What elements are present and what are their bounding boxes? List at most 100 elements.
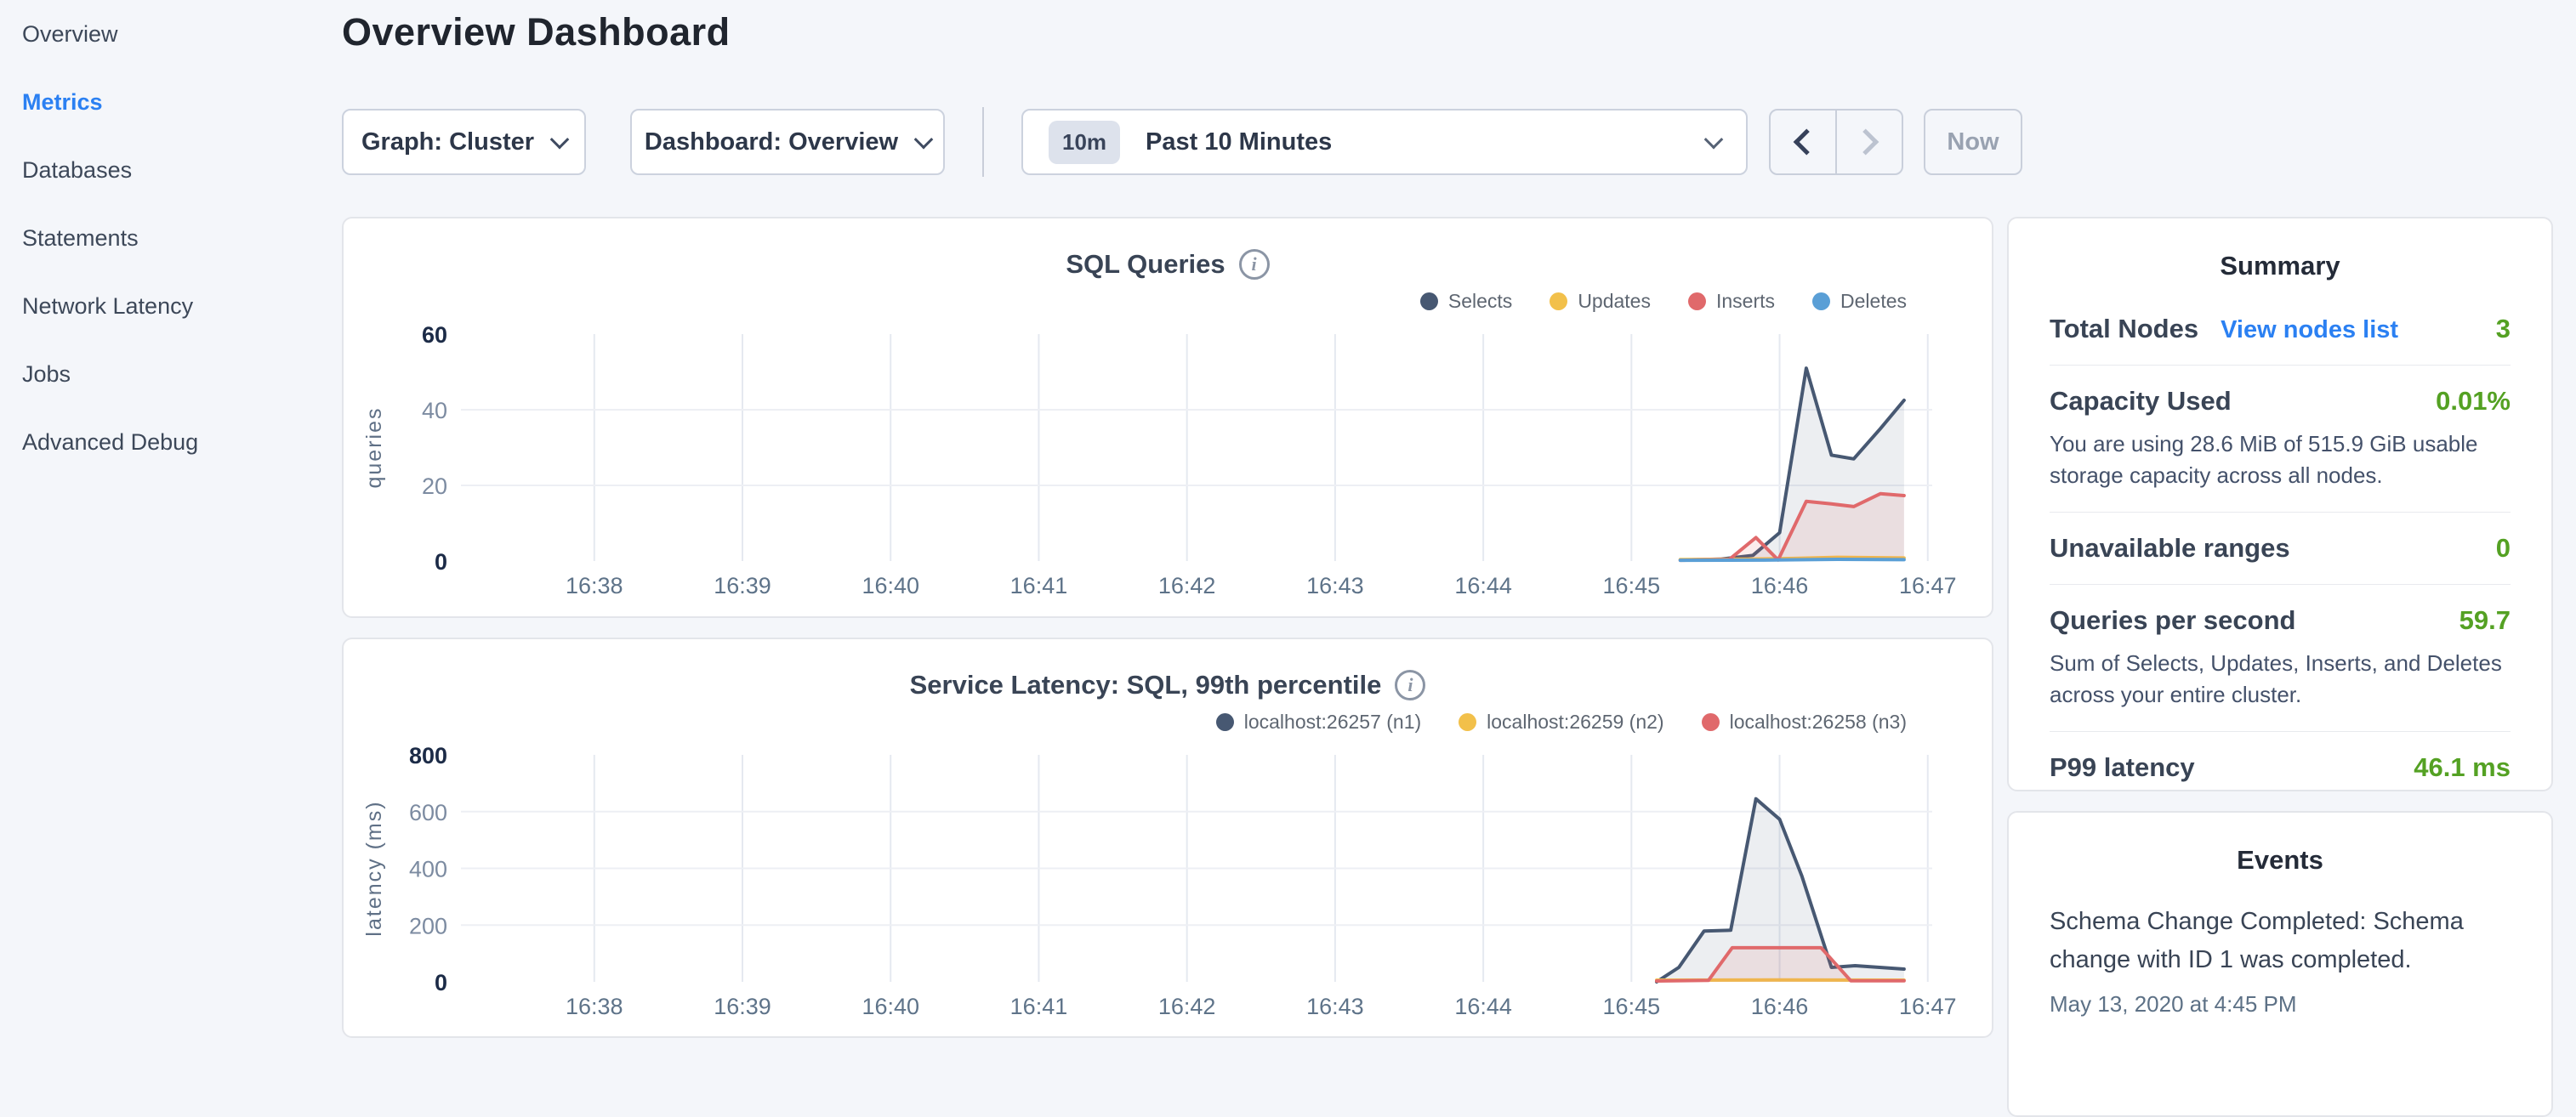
legend-label: Updates — [1578, 290, 1651, 313]
svg-text:16:39: 16:39 — [714, 573, 771, 598]
chevron-right-icon — [1852, 128, 1879, 155]
legend-item-updates: Updates — [1550, 290, 1651, 313]
legend-item-deletes: Deletes — [1812, 290, 1907, 313]
svg-text:16:38: 16:38 — [566, 994, 623, 1019]
legend-dot-icon — [1702, 713, 1720, 731]
svg-text:16:40: 16:40 — [862, 994, 919, 1019]
sql-queries-chart-card: SQL Queries i Selects Updates Inserts Delet… — [342, 217, 1993, 618]
event-item: Schema Change Completed: Schema change w… — [2050, 903, 2511, 1018]
info-icon[interactable]: i — [1395, 670, 1425, 700]
summary-row-p99-latency: P99 latency46.1 ms — [2050, 732, 2511, 803]
summary-row-main: Queries per second59.7 — [2050, 605, 2511, 636]
view-nodes-list-link[interactable]: View nodes list — [2221, 316, 2398, 344]
events-list: Schema Change Completed: Schema change w… — [2009, 903, 2551, 1018]
dashboard-dropdown[interactable]: Dashboard: Overview — [630, 109, 945, 175]
svg-text:16:47: 16:47 — [1899, 573, 1957, 598]
page-title: Overview Dashboard — [342, 10, 731, 54]
svg-text:16:43: 16:43 — [1306, 994, 1364, 1019]
graph-dropdown-label: Graph: Cluster — [361, 128, 534, 156]
time-pager — [1769, 109, 1903, 175]
svg-text:600: 600 — [409, 800, 447, 825]
chevron-down-icon — [914, 130, 934, 150]
summary-description: You are using 28.6 MiB of 515.9 GiB usab… — [2050, 428, 2511, 491]
svg-text:60: 60 — [422, 322, 447, 348]
sidebar-item-statements[interactable]: Statements — [0, 204, 340, 272]
time-forward-button[interactable] — [1837, 111, 1902, 173]
legend-item-localhost-26257-n1: localhost:26257 (n1) — [1216, 711, 1421, 734]
svg-text:20: 20 — [422, 473, 447, 499]
legend-label: Deletes — [1840, 290, 1907, 313]
svg-text:16:43: 16:43 — [1306, 573, 1364, 598]
summary-panel: Summary Total NodesView nodes list3 Capac… — [2007, 217, 2553, 791]
svg-text:queries: queries — [362, 407, 386, 489]
chart-legend: localhost:26257 (n1) localhost:26259 (n2)… — [1216, 711, 1907, 734]
summary-row-unavailable-ranges: Unavailable ranges 0 — [2050, 513, 2511, 584]
summary-row-main: Unavailable ranges 0 — [2050, 533, 2511, 564]
summary-row-main: Capacity Used0.01% — [2050, 386, 2511, 417]
legend-dot-icon — [1688, 292, 1706, 310]
now-button[interactable]: Now — [1924, 109, 2022, 175]
svg-text:800: 800 — [409, 743, 447, 768]
service-latency-chart-card: Service Latency: SQL, 99th percentile i … — [342, 638, 1993, 1038]
summary-row-main: P99 latency46.1 ms — [2050, 752, 2511, 783]
legend-label: Inserts — [1716, 290, 1775, 313]
summary-label: Unavailable ranges — [2050, 533, 2290, 564]
legend-dot-icon — [1459, 713, 1476, 731]
legend-item-inserts: Inserts — [1688, 290, 1775, 313]
svg-text:16:42: 16:42 — [1158, 573, 1216, 598]
time-window-badge: 10m — [1049, 121, 1120, 164]
legend-dot-icon — [1812, 292, 1830, 310]
time-window-label: Past 10 Minutes — [1146, 128, 1332, 156]
svg-text:16:39: 16:39 — [714, 994, 771, 1019]
summary-title: Summary — [2009, 251, 2551, 281]
sidebar-item-databases[interactable]: Databases — [0, 136, 340, 204]
svg-text:16:38: 16:38 — [566, 573, 623, 598]
svg-text:16:41: 16:41 — [1010, 573, 1068, 598]
svg-text:0: 0 — [435, 549, 447, 575]
svg-text:0: 0 — [435, 970, 447, 995]
summary-value: 0.01% — [2436, 386, 2511, 417]
legend-label: localhost:26259 (n2) — [1487, 711, 1663, 734]
svg-text:16:46: 16:46 — [1751, 994, 1809, 1019]
svg-text:16:46: 16:46 — [1751, 573, 1809, 598]
svg-text:16:45: 16:45 — [1603, 573, 1661, 598]
legend-dot-icon — [1420, 292, 1438, 310]
summary-row-main: Total NodesView nodes list3 — [2050, 314, 2511, 344]
sidebar-item-overview[interactable]: Overview — [0, 0, 340, 68]
svg-text:200: 200 — [409, 913, 447, 938]
sidebar-item-jobs[interactable]: Jobs — [0, 340, 340, 408]
legend-dot-icon — [1216, 713, 1234, 731]
chart-plot[interactable]: 16:38 16:39 16:40 16:41 16:42 16:43 16:44 16:45… — [344, 320, 1995, 614]
info-icon[interactable]: i — [1239, 249, 1270, 280]
legend-dot-icon — [1550, 292, 1567, 310]
event-text: Schema Change Completed: Schema change w… — [2050, 903, 2511, 979]
time-window-dropdown[interactable]: 10m Past 10 Minutes — [1021, 109, 1748, 175]
chevron-left-icon — [1794, 128, 1820, 155]
chart-title-row: SQL Queries i — [344, 249, 1992, 280]
summary-value: 59.7 — [2459, 605, 2511, 636]
svg-text:16:41: 16:41 — [1010, 994, 1068, 1019]
sidebar-item-metrics[interactable]: Metrics — [0, 68, 340, 136]
events-panel: Events Schema Change Completed: Schema c… — [2007, 811, 2553, 1117]
graph-dropdown[interactable]: Graph: Cluster — [342, 109, 586, 175]
sidebar-item-network-latency[interactable]: Network Latency — [0, 272, 340, 340]
legend-label: localhost:26257 (n1) — [1244, 711, 1421, 734]
summary-row-queries-per-second: Queries per second59.7 Sum of Selects, Up… — [2050, 585, 2511, 731]
summary-description: Sum of Selects, Updates, Inserts, and De… — [2050, 648, 2511, 711]
summary-label: P99 latency — [2050, 752, 2195, 783]
svg-text:16:44: 16:44 — [1454, 573, 1512, 598]
chart-title: SQL Queries — [1066, 249, 1225, 280]
sidebar: OverviewMetricsDatabasesStatementsNetwor… — [0, 0, 340, 476]
svg-text:16:40: 16:40 — [862, 573, 919, 598]
sidebar-item-advanced-debug[interactable]: Advanced Debug — [0, 408, 340, 476]
svg-text:16:42: 16:42 — [1158, 994, 1216, 1019]
chart-plot[interactable]: 16:38 16:39 16:40 16:41 16:42 16:43 16:44 16:45… — [344, 741, 1995, 1035]
chart-title-row: Service Latency: SQL, 99th percentile i — [344, 670, 1992, 700]
legend-label: Selects — [1448, 290, 1512, 313]
time-back-button[interactable] — [1771, 111, 1837, 173]
summary-value: 0 — [2496, 533, 2511, 564]
dashboard-dropdown-label: Dashboard: Overview — [645, 128, 898, 156]
svg-text:16:45: 16:45 — [1603, 994, 1661, 1019]
svg-text:400: 400 — [409, 857, 447, 882]
svg-text:16:44: 16:44 — [1454, 994, 1512, 1019]
